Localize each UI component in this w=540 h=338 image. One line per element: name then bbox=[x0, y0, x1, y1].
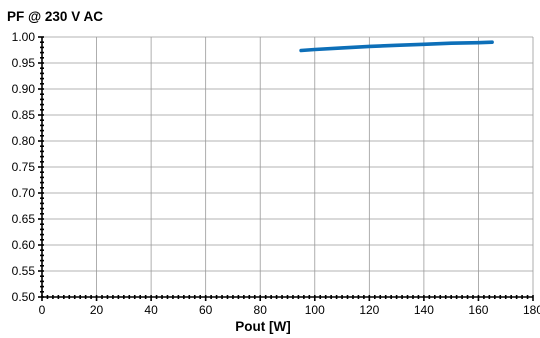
y-tick-label: 0.65 bbox=[12, 212, 36, 226]
y-tick-label: 0.80 bbox=[12, 134, 36, 148]
x-tick-label: 100 bbox=[305, 303, 325, 317]
series-group bbox=[299, 40, 494, 53]
x-tick-labels: 0 20 40 60 80 100 120 140 160 180 bbox=[39, 303, 540, 317]
y-tick-label: 0.90 bbox=[12, 82, 36, 96]
y-tick-label: 0.95 bbox=[12, 56, 36, 70]
chart-title: PF @ 230 V AC bbox=[7, 9, 103, 24]
pf-series-line bbox=[299, 40, 494, 53]
grid bbox=[42, 36, 534, 297]
x-tick-label: 180 bbox=[523, 303, 540, 317]
y-tick-label: 0.50 bbox=[12, 290, 36, 304]
x-axis-title: Pout [W] bbox=[235, 319, 290, 334]
y-tick-label: 1.00 bbox=[12, 30, 36, 44]
y-tick-label: 0.85 bbox=[12, 108, 36, 122]
x-tick-label: 40 bbox=[144, 303, 158, 317]
y-tick-label: 0.75 bbox=[12, 160, 36, 174]
x-tick-label: 160 bbox=[468, 303, 488, 317]
y-tick-label: 0.60 bbox=[12, 238, 36, 252]
x-tick-label: 120 bbox=[359, 303, 379, 317]
x-tick-label: 140 bbox=[414, 303, 434, 317]
y-tick-label: 0.70 bbox=[12, 186, 36, 200]
x-tick-label: 60 bbox=[199, 303, 213, 317]
y-tick-labels: 0.50 0.55 0.60 0.65 0.70 0.75 0.80 0.85 0.90 0.95… bbox=[12, 30, 36, 304]
axes bbox=[38, 36, 534, 301]
x-tick-label: 20 bbox=[90, 303, 104, 317]
y-tick-label: 0.55 bbox=[12, 264, 36, 278]
x-tick-label: 80 bbox=[254, 303, 268, 317]
x-tick-label: 0 bbox=[39, 303, 46, 317]
